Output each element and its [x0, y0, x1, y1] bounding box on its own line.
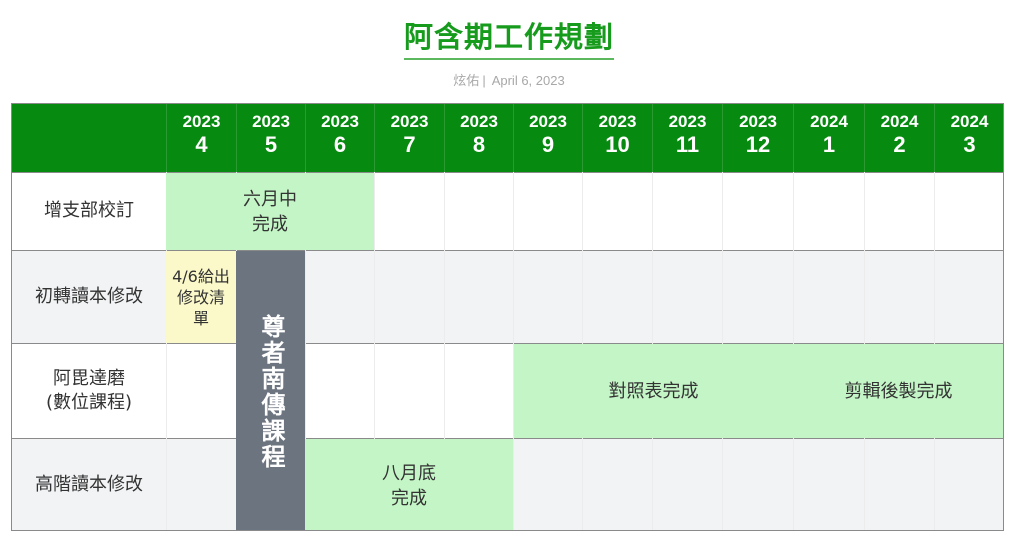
month-header-cell: 2023 10 [582, 104, 652, 172]
month-header-cell: 2024 3 [934, 104, 1003, 172]
header-year: 2023 [529, 112, 567, 131]
row-label: 增支部校訂 [44, 200, 134, 221]
author: 炫佑 [453, 73, 480, 88]
grid-line [444, 172, 445, 530]
header-month: 12 [745, 132, 771, 157]
header-month: 7 [403, 132, 416, 157]
row-label: 阿毘達磨 (數位課程) [45, 367, 133, 413]
month-header-cell: 2023 8 [444, 104, 513, 172]
header-year: 2024 [880, 112, 919, 131]
task-bar-zengzhi: 六月中 完成 [166, 173, 374, 250]
header-month: 5 [264, 132, 278, 157]
task-bar-gaojie: 八月底 完成 [305, 439, 513, 530]
header-year: 2023 [321, 112, 359, 131]
header-year: 2024 [950, 112, 989, 131]
header-year: 2023 [739, 112, 777, 131]
header-month: 6 [333, 132, 347, 157]
month-header-cell: 2023 12 [722, 104, 793, 172]
task-label: 對照表完成 [608, 380, 699, 402]
header-year: 2024 [810, 112, 848, 131]
header-year: 2023 [668, 112, 707, 131]
header-year: 2023 [598, 112, 637, 131]
meta-line: 炫佑 | April 6, 2023 [0, 70, 1018, 89]
task-label: 4/6給出 修改清 單 [172, 266, 230, 328]
header-month: 9 [541, 132, 555, 157]
date: April 6, 2023 [491, 73, 565, 88]
header-month: 2 [893, 132, 906, 157]
header-month: 10 [605, 132, 630, 157]
grid-line [513, 172, 514, 530]
month-header-cell: 2023 5 [236, 104, 305, 172]
task-label: 尊者南傳課程 [257, 313, 285, 470]
task-label: 八月底 完成 [382, 462, 436, 509]
month-header-cell: 2023 11 [652, 104, 722, 172]
task-bar-abhidhamma-edit: 剪輯後製完成 [793, 344, 1003, 438]
header-month: 8 [472, 132, 486, 157]
header-year: 2023 [390, 112, 429, 131]
grid-line [374, 172, 375, 530]
month-header: 2023 4 2023 5 2023 6 2023 7 2023 8 2023 9 2023 10 2023… [12, 104, 1003, 172]
page-title-wrap: 阿含期工作規劃 [0, 14, 1018, 60]
task-label: 剪輯後製完成 [844, 380, 953, 402]
header-month: 1 [822, 132, 836, 157]
header-month: 4 [195, 132, 208, 157]
month-header-cell: 2024 2 [864, 104, 934, 172]
task-label: 六月中 完成 [243, 188, 297, 235]
row-label: 高階讀本修改 [35, 474, 143, 495]
month-header-cell: 2023 9 [513, 104, 582, 172]
row-label: 初轉讀本修改 [35, 285, 143, 307]
header-year: 2023 [182, 112, 221, 131]
task-note-chuzhuan: 4/6給出 修改清 單 [166, 251, 236, 343]
page-title: 阿含期工作規劃 [403, 14, 614, 60]
task-bar-abhidhamma-compare: 對照表完成 [514, 344, 793, 438]
header-month: 11 [675, 132, 700, 157]
meta-separator: | [482, 73, 486, 88]
header-year: 2023 [460, 112, 498, 131]
grid-line [305, 172, 306, 530]
grid-line [166, 172, 167, 530]
month-header-cell: 2023 7 [374, 104, 444, 172]
task-bar-course: 尊者南傳課程 [236, 251, 305, 530]
month-header-cell: 2024 1 [793, 104, 864, 172]
header-year: 2023 [252, 112, 290, 131]
header-month: 3 [963, 132, 976, 157]
month-header-cell: 2023 4 [166, 104, 236, 172]
month-header-cell: 2023 6 [305, 104, 374, 172]
plan-table: 2023 4 2023 5 2023 6 2023 7 2023 8 2023 9 2023 10 2023… [11, 103, 1004, 531]
